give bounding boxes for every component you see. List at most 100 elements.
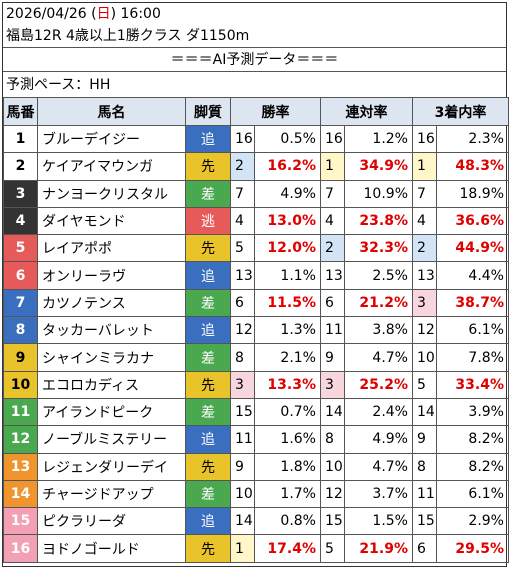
rentai-rank: 8 (320, 425, 345, 454)
rentai-rate: 23.8% (344, 206, 413, 236)
rentai-rank: 13 (320, 261, 345, 290)
win-rank: 11 (230, 425, 255, 454)
table-row: 7 カツノテンス差 6 11.5% 6 21.2% 3 38.7% (3, 288, 509, 318)
win-rate: 1.1% (254, 261, 321, 290)
fukusho-rate: 3.9% (436, 397, 509, 427)
rentai-rank: 11 (320, 316, 345, 345)
horse-number: 12 (3, 425, 38, 454)
rentai-rank: 1 (320, 152, 345, 181)
win-rate: 17.4% (254, 534, 321, 563)
horse-name: ヨドノゴールド (37, 534, 186, 563)
fukusho-rate: 2.9% (436, 507, 509, 536)
horse-name: アイランドピーク (37, 397, 186, 427)
running-style-badge: 先 (185, 370, 231, 399)
rentai-rate: 1.2% (344, 124, 413, 154)
fukusho-rank: 15 (412, 507, 437, 536)
horse-name: ケイアイマウンガ (37, 152, 186, 181)
win-rank: 5 (230, 234, 255, 263)
win-rate: 0.8% (254, 507, 321, 536)
rentai-rate: 4.9% (344, 425, 413, 454)
race-datetime: 2026/04/26 (日) 16:00 (3, 3, 506, 25)
win-rate: 11.5% (254, 288, 321, 318)
fukusho-rate: 36.6% (436, 206, 509, 236)
rentai-rate: 4.7% (344, 343, 413, 372)
rentai-rank: 2 (320, 234, 345, 263)
table-header-row: 馬番 馬名 脚質 勝率 連対率 3着内率 (3, 97, 509, 126)
rentai-rate: 21.2% (344, 288, 413, 318)
fukusho-rate: 7.8% (436, 343, 509, 372)
rentai-rate: 21.9% (344, 534, 413, 563)
win-rank: 15 (230, 397, 255, 427)
fukusho-rank: 16 (412, 124, 437, 154)
fukusho-rate: 8.2% (436, 452, 509, 481)
running-style-badge: 追 (185, 425, 231, 454)
horse-number: 14 (3, 479, 38, 509)
horse-name: レジェンダリーデイ (37, 452, 186, 481)
fukusho-rank: 2 (412, 234, 437, 263)
win-rank: 14 (230, 507, 255, 536)
win-rate: 0.7% (254, 397, 321, 427)
table-row: 14 チャージドアップ差 10 1.7% 12 3.7% 11 6.1% (3, 479, 509, 509)
col-umaban: 馬番 (3, 97, 38, 126)
win-rank: 8 (230, 343, 255, 372)
table-body: 1 ブルーデイジー追 16 0.5% 16 1.2% 16 2.3% 2 ケイアイマウンガ先 2 16… (3, 124, 509, 563)
race-info: 福島12R 4歳以上1勝クラス ダ1150m (6, 28, 250, 44)
win-rate: 4.9% (254, 179, 321, 208)
table-row: 10 エコロカディス先 3 13.3% 3 25.2% 5 33.4% (3, 370, 509, 399)
ai-data-title: ＝＝＝AI予測データ＝＝＝ (3, 47, 506, 71)
horse-number: 9 (3, 343, 38, 372)
win-rate: 12.0% (254, 234, 321, 263)
horse-number: 1 (3, 124, 38, 154)
horse-name: カツノテンス (37, 288, 186, 318)
prediction-table: 馬番 馬名 脚質 勝率 連対率 3着内率 1 ブルーデイジー追 16 0.5% 16 1.… (3, 97, 509, 563)
rentai-rate: 2.4% (344, 397, 413, 427)
rentai-rank: 14 (320, 397, 345, 427)
fukusho-rate: 38.7% (436, 288, 509, 318)
win-rate: 16.2% (254, 152, 321, 181)
horse-name: ブルーデイジー (37, 124, 186, 154)
fukusho-rank: 1 (412, 152, 437, 181)
running-style-badge: 追 (185, 507, 231, 536)
table-row: 16 ヨドノゴールド先 1 17.4% 5 21.9% 6 29.5% (3, 534, 509, 563)
col-win: 勝率 (230, 97, 321, 126)
win-rank: 7 (230, 179, 255, 208)
rentai-rate: 2.5% (344, 261, 413, 290)
running-style-badge: 差 (185, 479, 231, 509)
rentai-rank: 7 (320, 179, 345, 208)
fukusho-rate: 6.1% (436, 479, 509, 509)
table-row: 4 ダイヤモンド逃 4 13.0% 4 23.8% 4 36.6% (3, 206, 509, 236)
fukusho-rate: 6.1% (436, 316, 509, 345)
rentai-rate: 1.5% (344, 507, 413, 536)
win-rank: 12 (230, 316, 255, 345)
predicted-pace: 予測ペース：HH (3, 71, 506, 97)
table-row: 1 ブルーデイジー追 16 0.5% 16 1.2% 16 2.3% (3, 124, 509, 154)
rentai-rank: 3 (320, 370, 345, 399)
horse-number: 8 (3, 316, 38, 345)
horse-number: 3 (3, 179, 38, 208)
win-rank: 16 (230, 124, 255, 154)
win-rate: 1.8% (254, 452, 321, 481)
horse-number: 15 (3, 507, 38, 536)
win-rate: 13.3% (254, 370, 321, 399)
running-style-badge: 差 (185, 397, 231, 427)
win-rank: 4 (230, 206, 255, 236)
rentai-rate: 25.2% (344, 370, 413, 399)
horse-number: 2 (3, 152, 38, 181)
col-rentai: 連対率 (320, 97, 413, 126)
fukusho-rank: 3 (412, 288, 437, 318)
fukusho-rank: 11 (412, 479, 437, 509)
win-rate: 2.1% (254, 343, 321, 372)
horse-name: ナンヨークリスタル (37, 179, 186, 208)
running-style-badge: 追 (185, 316, 231, 345)
table-row: 12 ノーブルミステリー追 11 1.6% 8 4.9% 9 8.2% (3, 425, 509, 454)
col-fukusho: 3着内率 (412, 97, 509, 126)
rentai-rate: 10.9% (344, 179, 413, 208)
time-text: ) 16:00 (110, 6, 161, 22)
rentai-rank: 9 (320, 343, 345, 372)
win-rank: 9 (230, 452, 255, 481)
horse-name: ノーブルミステリー (37, 425, 186, 454)
fukusho-rate: 2.3% (436, 124, 509, 154)
weekday-text: 日 (96, 6, 111, 22)
fukusho-rate: 44.9% (436, 234, 509, 263)
